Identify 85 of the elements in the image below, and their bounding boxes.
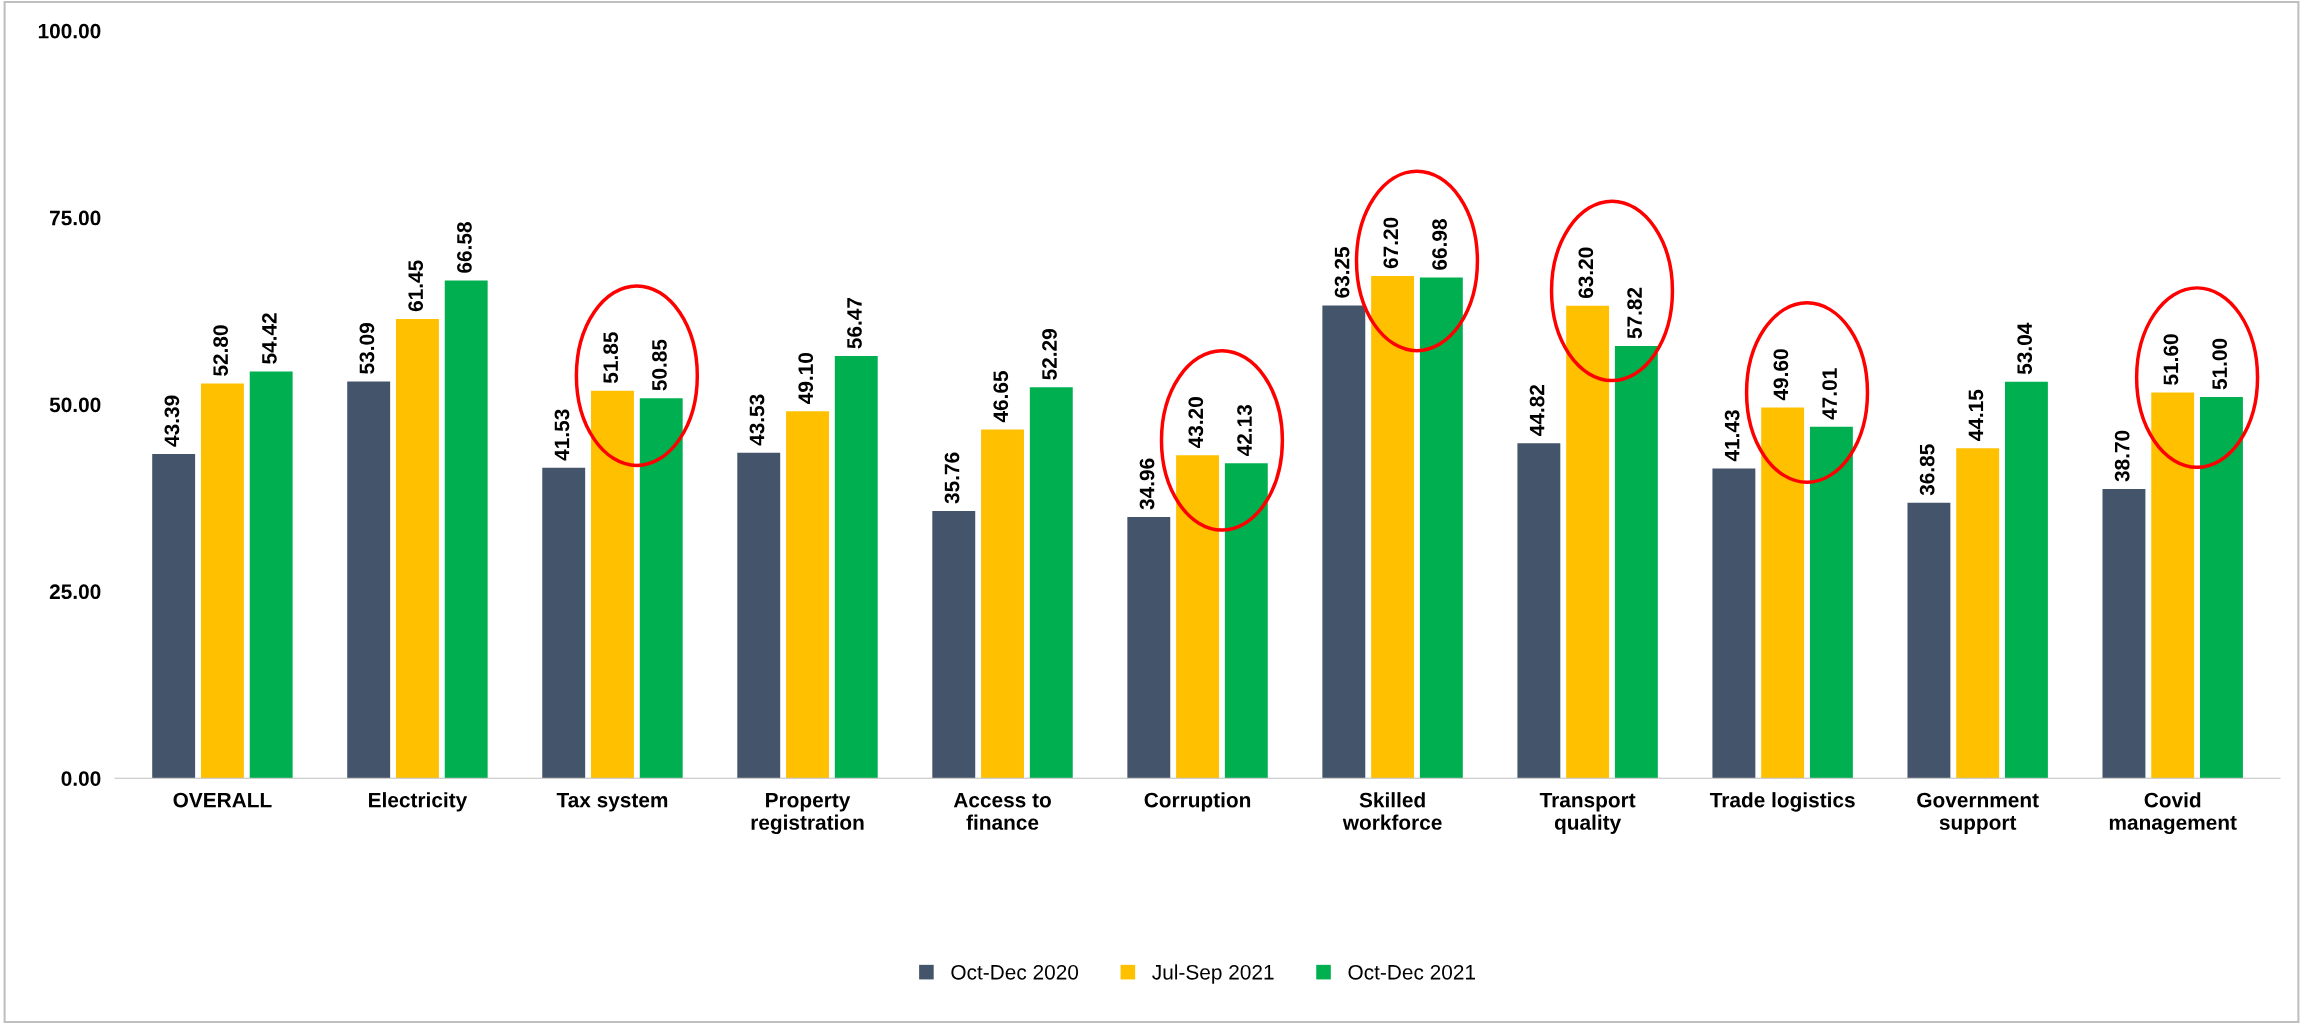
bar [2151,392,2195,779]
x-tick-label: Skilled workforce [1342,792,1442,830]
x-tick-label: Tax system [556,792,668,812]
bar [981,429,1024,779]
data-label: 43.39 [164,395,180,447]
x-tick-label: Electricity [369,792,468,812]
bar [1809,426,1853,779]
bar [1614,346,1658,779]
legend-label: Oct-Dec 2020 [951,964,1079,980]
data-label: 41.43 [1724,410,1740,462]
data-label: 46.65 [993,371,1009,423]
data-label: 44.82 [1529,384,1545,436]
data-label: 38.70 [2114,430,2130,482]
data-label: 52.29 [1042,329,1057,380]
data-label: 43.53 [749,394,765,446]
data-label: 54.42 [262,313,277,364]
bar [1907,502,1951,779]
y-tick-label: 100.00 [38,23,101,39]
y-tick-label: 75.00 [50,210,101,226]
data-label: 51.00 [2212,338,2228,390]
bar [1956,448,2000,779]
bar [1566,305,1610,779]
data-label: 56.47 [847,297,862,349]
data-label: 63.20 [1578,247,1594,299]
legend-label: Oct-Dec 2021 [1348,964,1475,980]
data-label: 49.10 [798,352,814,404]
y-tick-label: 25.00 [49,584,101,600]
data-label: 35.76 [944,452,960,504]
x-tick-label: Transport quality [1539,792,1636,834]
data-label: 67.20 [1383,217,1399,269]
bar [200,383,244,779]
data-label: 49.60 [1773,349,1789,401]
data-label: 66.98 [1432,219,1447,270]
bar [1371,275,1415,779]
bar [444,280,488,779]
bar [1761,407,1805,779]
bar [1224,463,1268,779]
data-label: 53.04 [2017,322,2033,375]
data-label: 44.15 [1968,389,1984,441]
data-label: 50.85 [652,339,667,391]
bar [1322,305,1366,779]
x-tick-label: Trade logistics [1709,792,1855,812]
bar [542,467,586,779]
x-tick-label: Access to finance [953,792,1051,830]
bar [1127,516,1171,779]
data-label: 36.85 [1919,444,1935,496]
data-label: 61.45 [408,260,424,312]
bar [2102,488,2146,779]
data-label: 42.13 [1237,404,1252,457]
bar [395,318,439,779]
y-tick-label: 0.00 [61,771,101,786]
bar [786,411,829,779]
bar [1176,455,1220,779]
x-tick-label: OVERALL [173,792,272,808]
data-label: 51.60 [2163,334,2179,385]
data-label: 34.96 [1139,458,1155,510]
x-tick-label: Government support [1917,792,2039,834]
data-label: 43.20 [1188,397,1204,449]
data-label: 41.53 [554,409,570,461]
bar [2200,397,2243,779]
data-label: 51.85 [603,332,619,384]
bar [737,452,781,779]
data-label: 66.58 [457,222,472,273]
bar [249,371,293,779]
bar [639,398,683,779]
x-tick-label: Property registration [751,792,864,835]
legend-label: Jul-Sep 2021 [1152,964,1274,984]
x-tick-label: Covid management [2109,792,2237,835]
data-label: 47.01 [1822,368,1837,420]
data-label: 63.25 [1334,246,1350,298]
y-tick-label: 50.00 [49,397,101,413]
bar [2004,381,2048,779]
x-tick-label: Corruption [1144,792,1251,812]
bar [1712,468,1756,779]
bar [591,390,634,779]
bar [152,453,196,779]
data-label: 57.82 [1627,287,1642,339]
data-label: 53.09 [359,323,375,374]
bar [1419,277,1463,779]
bar [347,381,391,779]
bar [1029,387,1073,779]
bar [932,510,976,779]
bar [1517,443,1561,779]
data-label: 52.80 [213,325,229,376]
bar [834,356,878,779]
